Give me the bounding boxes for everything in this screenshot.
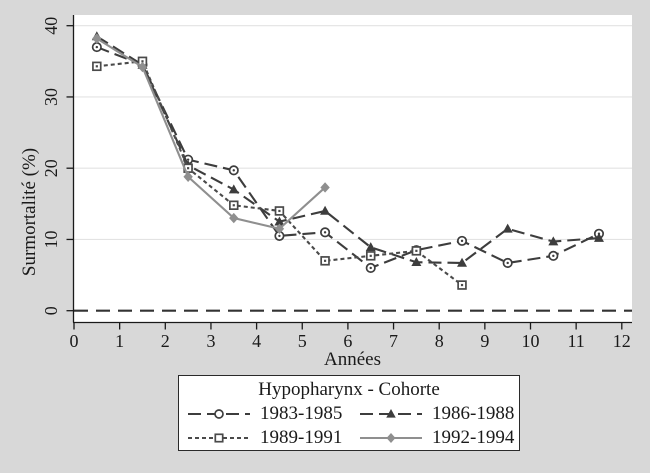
- data-point-marker-diamond: [137, 61, 148, 73]
- series-line-1983-1985: [96, 46, 600, 270]
- data-point-marker-triangle: [228, 184, 239, 194]
- x-tick-label-6: 6: [343, 331, 352, 351]
- legend-entry-label: 1992-1994: [432, 427, 515, 448]
- data-point-marker-triangle: [365, 242, 376, 252]
- data-point-marker-triangle: [411, 257, 422, 267]
- data-point-marker-square-dot: [95, 65, 98, 68]
- y-tick-label-30: 30: [41, 88, 61, 106]
- legend-entry-1983-1985: 1983-1985: [179, 402, 349, 426]
- y-tick-label-0: 0: [41, 306, 61, 315]
- data-point-marker-square-dot: [187, 167, 190, 170]
- data-point-marker-square-dot: [369, 254, 372, 257]
- data-point-marker-square-dot: [141, 60, 144, 63]
- legend-sample-square-icon: [188, 433, 250, 443]
- x-tick-label-5: 5: [298, 331, 307, 351]
- data-point-marker-triangle: [502, 223, 513, 233]
- data-point-marker-diamond: [229, 212, 239, 224]
- series-line-1992-1994: [96, 37, 326, 230]
- data-point-marker-circle-dot: [323, 231, 327, 234]
- x-tick-label-0: 0: [70, 331, 79, 351]
- data-point-marker-diamond: [92, 33, 102, 44]
- data-point-marker-circle-dot: [278, 234, 281, 238]
- legend-entry-1989-1991: 1989-1991: [179, 426, 349, 450]
- legend-sample-triangle-icon: [360, 409, 422, 418]
- y-tick-label-10: 10: [41, 230, 61, 248]
- data-point-marker-circle-dot: [460, 239, 464, 243]
- data-point-marker-circle-dot: [232, 169, 235, 172]
- data-point-marker-triangle: [593, 232, 604, 242]
- legend-box: Hypopharynx - Cohorte 1983-1985 1986-1988…: [178, 375, 520, 451]
- data-point-marker-triangle: [457, 257, 468, 267]
- x-tick-label-4: 4: [252, 331, 261, 351]
- legend-entry-label: 1989-1991: [260, 427, 343, 448]
- data-point-marker-square-dot: [460, 283, 464, 287]
- x-tick-label-1: 1: [115, 331, 124, 351]
- legend-entry-label: 1986-1988: [432, 403, 515, 424]
- x-tick-label-10: 10: [522, 331, 540, 351]
- y-tick-label-40: 40: [41, 17, 61, 35]
- data-point-marker-circle-dot: [552, 254, 555, 258]
- data-point-marker-diamond: [183, 171, 193, 182]
- data-point-marker-triangle: [548, 236, 559, 246]
- x-tick-label-2: 2: [161, 331, 170, 351]
- legend-sample-circle-icon: [188, 409, 250, 419]
- data-point-marker-square-dot: [323, 259, 327, 262]
- y-axis-title-text: Surmortalité (%): [19, 147, 40, 277]
- data-point-marker-diamond: [274, 223, 285, 234]
- data-point-marker-square-dot: [232, 204, 235, 207]
- legend-entries: 1983-1985 1986-1988 1989-1991 1992-1994: [179, 402, 519, 450]
- x-tick-label-12: 12: [613, 331, 631, 351]
- y-tick-label-20: 20: [41, 159, 61, 177]
- data-point-marker-circle-dot: [186, 158, 190, 161]
- data-point-marker-diamond: [386, 433, 396, 443]
- legend-entry-1986-1988: 1986-1988: [349, 402, 519, 426]
- data-point-marker-triangle: [386, 409, 396, 418]
- data-point-marker-triangle: [320, 205, 331, 215]
- x-axis-title: Années: [324, 349, 381, 370]
- data-point-marker-circle-dot: [506, 261, 509, 265]
- data-point-marker-circle: [214, 409, 224, 419]
- x-tick-label-8: 8: [435, 331, 444, 351]
- data-point-marker-square: [214, 433, 224, 443]
- data-point-marker-diamond: [320, 182, 330, 193]
- legend-title: Hypopharynx - Cohorte: [258, 379, 440, 400]
- x-tick-label-11: 11: [567, 331, 584, 351]
- legend-sample-diamond-icon: [360, 433, 422, 443]
- legend-entry-label: 1983-1985: [260, 403, 343, 424]
- x-tick-label-3: 3: [206, 331, 215, 351]
- x-tick-label-7: 7: [389, 331, 398, 351]
- legend-entry-1992-1994: 1992-1994: [349, 426, 519, 450]
- x-tick-label-9: 9: [480, 331, 489, 351]
- data-point-marker-circle-dot: [95, 45, 99, 49]
- data-point-marker-circle-dot: [369, 266, 372, 270]
- data-point-marker-triangle: [274, 216, 285, 226]
- data-point-marker-square-dot: [278, 209, 281, 213]
- data-point-marker-square-dot: [415, 249, 418, 252]
